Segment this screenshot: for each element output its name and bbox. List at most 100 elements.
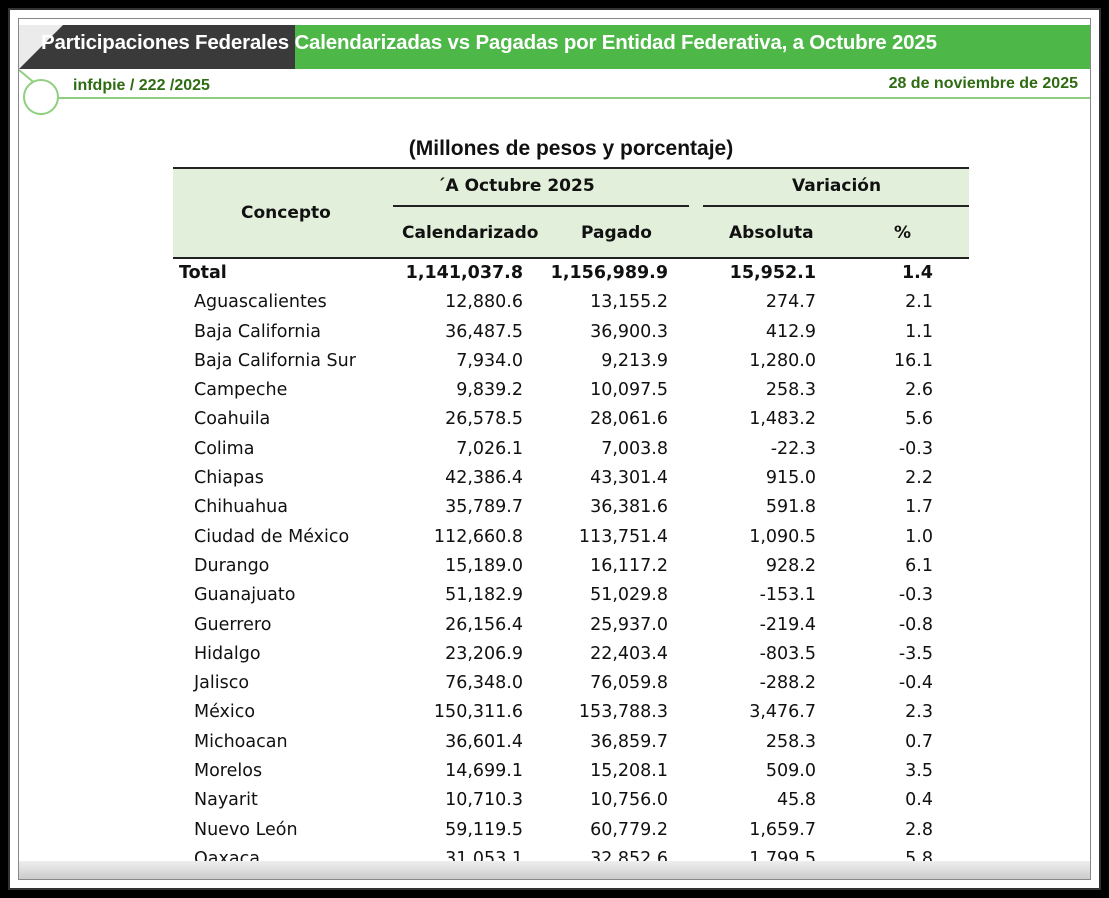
cell-calendarizado: 112,660.8 — [433, 526, 523, 547]
cell-pct: 1.4 — [901, 263, 933, 283]
cell-pct: 0.4 — [905, 790, 933, 811]
cell-concepto: Chihuahua — [194, 497, 288, 518]
cell-concepto: Guanajuato — [194, 585, 296, 606]
table-row: Jalisco 76,348.0 76,059.8 -288.2 -0.4 — [173, 669, 969, 698]
cell-pct: 6.1 — [905, 555, 933, 576]
header-variacion: Variación — [792, 176, 882, 196]
cell-concepto: México — [194, 702, 256, 723]
cell-pagado: 153,788.3 — [578, 702, 668, 723]
table-row: Guerrero 26,156.4 25,937.0 -219.4 -0.8 — [173, 611, 969, 640]
slide: Participaciones Federales Calendarizadas… — [18, 18, 1091, 880]
cell-pagado: 16,117.2 — [590, 555, 668, 576]
cell-concepto: Morelos — [194, 761, 263, 782]
table-row: Nayarit 10,710.3 10,756.0 45.8 0.4 — [173, 786, 969, 815]
table-row: Campeche 9,839.2 10,097.5 258.3 2.6 — [173, 376, 969, 405]
cell-concepto: Guerrero — [194, 614, 272, 635]
title-bar: Participaciones Federales Calendarizadas… — [19, 25, 1090, 69]
table-header: Concepto ´A Octubre 2025 Variación Calen… — [173, 167, 969, 259]
cell-calendarizado: 42,386.4 — [445, 468, 523, 489]
cell-absoluta: 258.3 — [765, 380, 816, 401]
cell-concepto: Baja California — [194, 321, 321, 342]
cell-pct: 2.2 — [905, 468, 933, 489]
cell-absoluta: -219.4 — [759, 614, 816, 635]
divider — [39, 97, 1090, 99]
cell-absoluta: 274.7 — [765, 292, 816, 313]
table-row: Chiapas 42,386.4 43,301.4 915.0 2.2 — [173, 464, 969, 493]
cell-absoluta: -153.1 — [759, 585, 816, 606]
cell-concepto: Nayarit — [194, 790, 258, 811]
cell-calendarizado: 76,348.0 — [445, 673, 523, 694]
cell-calendarizado: 35,789.7 — [445, 497, 523, 518]
table-row: Aguascalientes 12,880.6 13,155.2 274.7 2.1 — [173, 288, 969, 317]
data-table: Concepto ´A Octubre 2025 Variación Calen… — [173, 167, 969, 874]
cell-concepto: Ciudad de México — [194, 526, 350, 547]
cell-concepto: Colima — [194, 438, 255, 459]
cell-pct: 1.0 — [905, 526, 933, 547]
cell-concepto: Nuevo León — [194, 819, 298, 840]
document-date: 28 de noviembre de 2025 — [888, 75, 1078, 92]
cell-calendarizado: 23,206.9 — [445, 643, 523, 664]
cell-absoluta: 412.9 — [765, 321, 816, 342]
cell-absoluta: 45.8 — [777, 790, 816, 811]
header-rule — [703, 205, 969, 207]
cell-calendarizado: 36,487.5 — [445, 321, 523, 342]
cell-calendarizado: 59,119.5 — [445, 819, 523, 840]
cell-calendarizado: 26,156.4 — [445, 614, 523, 635]
cell-concepto: Aguascalientes — [194, 292, 327, 313]
cell-calendarizado: 1,141,037.8 — [405, 263, 523, 283]
taskbar — [19, 861, 1090, 879]
cell-pagado: 22,403.4 — [590, 643, 668, 664]
cell-absoluta: 1,483.2 — [749, 409, 816, 430]
cell-calendarizado: 7,026.1 — [456, 438, 523, 459]
cell-pct: -0.3 — [898, 438, 933, 459]
table-unit: (Millones de pesos y porcentaje) — [408, 137, 734, 160]
cell-absoluta: 591.8 — [765, 497, 816, 518]
title-bar-dark — [19, 25, 295, 69]
cell-concepto: Durango — [194, 555, 270, 576]
cell-calendarizado: 26,578.5 — [445, 409, 523, 430]
cell-pagado: 113,751.4 — [578, 526, 668, 547]
table-row: Baja California 36,487.5 36,900.3 412.9 1.1 — [173, 318, 969, 347]
cell-pagado: 76,059.8 — [590, 673, 668, 694]
cell-calendarizado: 36,601.4 — [445, 731, 523, 752]
cell-concepto: Michoacan — [194, 731, 288, 752]
cell-pct: 0.7 — [905, 731, 933, 752]
cell-absoluta: 915.0 — [765, 468, 816, 489]
cell-calendarizado: 14,699.1 — [445, 761, 523, 782]
table-row: Ciudad de México 112,660.8 113,751.4 1,090.… — [173, 523, 969, 552]
table-row: Chihuahua 35,789.7 36,381.6 591.8 1.7 — [173, 493, 969, 522]
table-row: Nuevo León 59,119.5 60,779.2 1,659.7 2.8 — [173, 816, 969, 845]
cell-calendarizado: 7,934.0 — [456, 350, 523, 371]
cell-pagado: 51,029.8 — [590, 585, 668, 606]
table-row: Michoacan 36,601.4 36,859.7 258.3 0.7 — [173, 728, 969, 757]
cell-pagado: 7,003.8 — [601, 438, 668, 459]
header-concepto: Concepto — [241, 203, 331, 223]
cell-absoluta: 258.3 — [765, 731, 816, 752]
cell-absoluta: 509.0 — [765, 761, 816, 782]
cell-pagado: 9,213.9 — [601, 350, 668, 371]
cell-concepto: Jalisco — [194, 673, 250, 694]
cell-pct: 2.8 — [905, 819, 933, 840]
table-row: Durango 15,189.0 16,117.2 928.2 6.1 — [173, 552, 969, 581]
cell-pct: -0.3 — [898, 585, 933, 606]
document-code: infdpie / 222 /2025 — [73, 77, 210, 94]
cell-calendarizado: 150,311.6 — [433, 702, 523, 723]
cell-concepto: Baja California Sur — [194, 350, 356, 371]
table-row: Coahuila 26,578.5 28,061.6 1,483.2 5.6 — [173, 405, 969, 434]
cell-pct: -0.4 — [898, 673, 933, 694]
cell-pagado: 15,208.1 — [590, 761, 668, 782]
cell-pct: 5.6 — [905, 409, 933, 430]
cell-pct: 3.5 — [905, 761, 933, 782]
cell-calendarizado: 51,182.9 — [445, 585, 523, 606]
table-row: Hidalgo 23,206.9 22,403.4 -803.5 -3.5 — [173, 640, 969, 669]
page-title: Participaciones Federales Calendarizadas… — [41, 31, 937, 54]
cell-pct: -0.8 — [898, 614, 933, 635]
table-row: México 150,311.6 153,788.3 3,476.7 2.3 — [173, 698, 969, 727]
cell-absoluta: 1,280.0 — [749, 350, 816, 371]
cell-absoluta: 3,476.7 — [749, 702, 816, 723]
title-bar-corner — [19, 25, 63, 69]
cell-pct: 2.6 — [905, 380, 933, 401]
cell-pagado: 28,061.6 — [590, 409, 668, 430]
cell-absoluta: -22.3 — [770, 438, 816, 459]
cell-absoluta: -288.2 — [759, 673, 816, 694]
